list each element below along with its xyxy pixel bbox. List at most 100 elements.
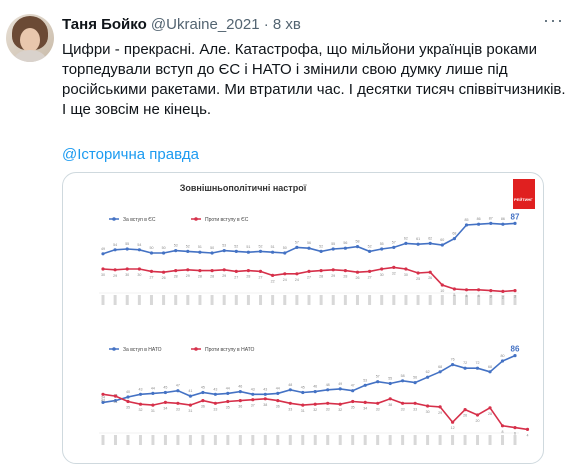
x-tick-label [176, 435, 180, 445]
data-point [413, 401, 417, 405]
data-point [376, 380, 380, 384]
data-label: 26 [356, 276, 360, 280]
data-point [258, 249, 263, 253]
x-tick-label [368, 295, 372, 305]
data-label: 4 [466, 294, 468, 298]
data-label: 33 [213, 407, 217, 411]
data-label: 4 [478, 294, 480, 298]
x-tick-label [313, 435, 317, 445]
data-label: 43 [251, 387, 255, 391]
data-label: 53 [363, 378, 367, 382]
data-point [475, 413, 480, 417]
data-point [413, 381, 417, 385]
data-point [288, 388, 292, 392]
data-point [500, 424, 505, 428]
data-label: 86 [477, 217, 481, 221]
data-point [404, 241, 408, 245]
more-icon[interactable]: ··· [543, 10, 564, 30]
data-point [404, 267, 408, 271]
data-label: 31 [188, 409, 192, 413]
legend-marker [112, 347, 116, 351]
data-point [477, 222, 481, 226]
data-point [213, 392, 217, 396]
data-point [380, 247, 384, 251]
x-tick-label [513, 295, 517, 305]
data-label: 32 [392, 271, 396, 275]
data-label: 34 [101, 395, 105, 399]
data-point [338, 387, 342, 391]
data-label: 33 [176, 407, 180, 411]
data-point [234, 249, 238, 253]
data-point [222, 268, 226, 272]
data-point [355, 270, 360, 274]
x-tick-label [186, 295, 190, 305]
data-point [101, 400, 105, 404]
data-point [368, 249, 372, 253]
x-tick-label [101, 435, 105, 445]
data-point [125, 247, 129, 251]
tweet-text-line: Цифри - прекрасні. Але. Катастрофа, що м… [62, 41, 537, 58]
data-label: 72 [463, 361, 467, 365]
data-point [489, 221, 493, 225]
x-tick-label [355, 295, 359, 305]
data-point [151, 403, 155, 407]
data-point [198, 250, 202, 254]
data-point [288, 401, 292, 405]
legend-marker [194, 217, 198, 221]
x-tick-label [351, 435, 355, 445]
data-label: 72 [476, 361, 480, 365]
tweet-text-line: російськими ракетами. Ми втратили час. І… [62, 81, 566, 98]
data-label: 47 [351, 384, 355, 388]
x-tick-label [238, 435, 242, 445]
data-label: 43 [213, 387, 217, 391]
data-point [188, 403, 192, 407]
data-label: 62 [428, 236, 432, 240]
data-label: 30 [137, 273, 141, 277]
data-label: 48 [288, 383, 292, 387]
data-label: 27 [368, 275, 372, 279]
data-label: 52 [368, 244, 372, 248]
data-point [238, 399, 242, 403]
data-point [251, 392, 255, 396]
mention-link[interactable]: @Історична правда [62, 146, 199, 163]
data-point [101, 392, 105, 396]
x-tick-label [513, 435, 517, 445]
data-label: 12 [451, 426, 455, 430]
data-label: 32 [313, 408, 317, 412]
x-tick-label [162, 295, 166, 305]
data-label: 76 [451, 358, 455, 362]
data-label: 30 [426, 410, 430, 414]
x-tick-label [213, 435, 217, 445]
data-label: 54 [113, 243, 117, 247]
data-label: 52 [186, 244, 190, 248]
data-label: 38 [388, 403, 392, 407]
x-tick-label [251, 435, 255, 445]
data-point [451, 363, 455, 367]
data-point [351, 399, 355, 404]
data-label: 29 [331, 274, 335, 278]
x-tick-label [246, 295, 250, 305]
data-point [271, 273, 275, 277]
data-label: 26 [463, 414, 467, 418]
data-point [138, 392, 143, 396]
data-point [392, 265, 396, 269]
author-handle[interactable]: @Ukraine_2021 [150, 16, 260, 33]
x-tick-label [363, 435, 367, 445]
timestamp[interactable]: 8 хв [272, 16, 301, 33]
data-label: 87 [511, 212, 520, 221]
data-label: 34 [363, 406, 367, 410]
x-tick-label [125, 295, 129, 305]
data-label: 52 [234, 244, 238, 248]
data-point [331, 268, 335, 272]
data-label: 45 [201, 386, 205, 390]
data-point [301, 390, 305, 395]
author-name[interactable]: Таня Бойко [62, 16, 147, 33]
data-label: 87 [489, 216, 493, 220]
avatar[interactable] [6, 14, 54, 62]
data-point [301, 403, 305, 407]
data-point [174, 269, 178, 273]
attached-image[interactable]: РЕЙТИНГ Зовнішньополітичні настрої За вс… [62, 172, 544, 464]
data-label: 37 [251, 404, 255, 408]
data-point [176, 401, 180, 405]
data-label: 30 [380, 273, 384, 277]
